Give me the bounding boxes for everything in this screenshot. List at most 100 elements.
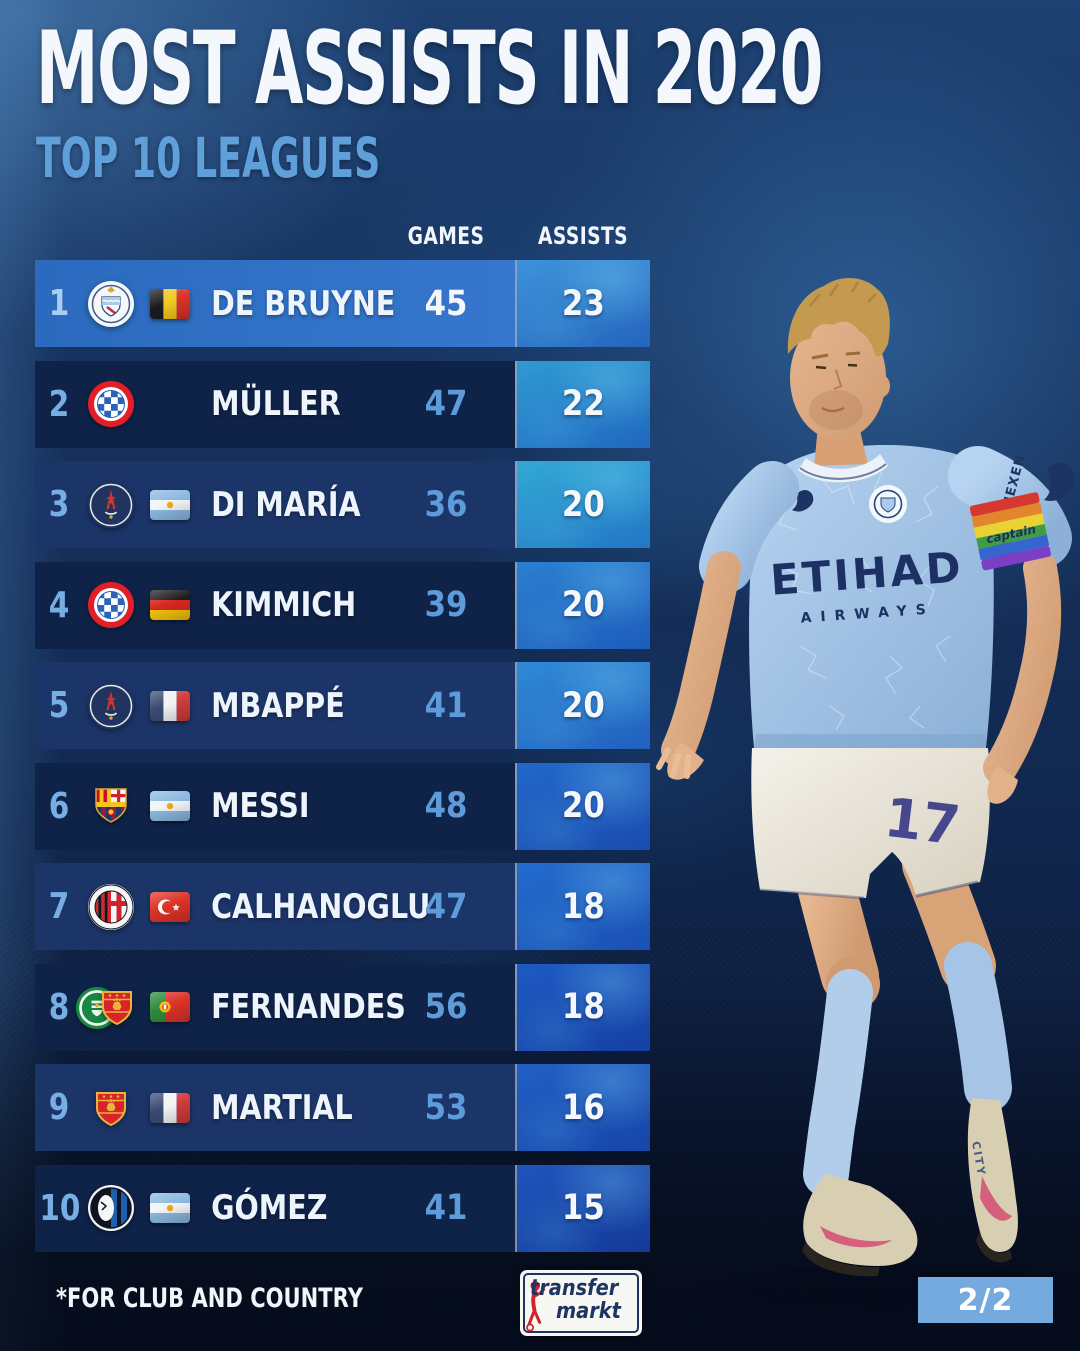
transfermarkt-word-top: transfer: [530, 1276, 619, 1301]
crest-psg-icon: [87, 682, 135, 730]
rank-label: 2: [48, 383, 70, 425]
crest-manchester-city-icon: [87, 280, 135, 328]
nation-flag-cell: [139, 791, 201, 821]
games-value: 36: [424, 484, 468, 525]
table-row-main: 1 DE BRUYNE 45: [35, 260, 515, 347]
table-row-main: 4 KIMMICH 39: [35, 561, 515, 649]
assists-box: 15: [517, 1164, 650, 1252]
assists-value: 16: [562, 1087, 605, 1128]
games-value: 41: [424, 1188, 468, 1228]
assists-value: 20: [562, 484, 605, 525]
table-row: 5 MBAPPÉ 41 20: [35, 662, 652, 749]
games-value: 47: [424, 384, 468, 424]
table-row: 9 MARTIAL 53 16: [35, 1064, 652, 1151]
nation-flag-cell: [139, 891, 201, 922]
player-photo-kevin-de-bruyne: CITY 17 ETIHAD AIRWAYS: [656, 277, 1080, 1324]
games-value: 41: [424, 685, 468, 726]
table-row-main: 2 MÜLLER 47: [35, 360, 515, 448]
club-crest-cell: [83, 778, 139, 834]
club-crest-cell: [75, 979, 141, 1035]
page-badge: 2/2: [918, 1277, 1053, 1323]
table-row-main: 6 MESSI 48: [35, 762, 515, 850]
rank-label: 10: [39, 1187, 81, 1229]
games-value: 53: [424, 1087, 468, 1128]
flag-france-icon: [150, 1092, 190, 1123]
crest-atalanta-icon: [87, 1184, 135, 1232]
assists-value: 18: [562, 987, 605, 1027]
table-row: 2 MÜLLER 47 22: [35, 360, 652, 448]
table-row: 1 DE BRUYNE 45 23: [35, 260, 652, 347]
shorts-number: 17: [881, 786, 963, 858]
club-crest-cell: [83, 678, 139, 734]
transfermarkt-wordmark: transfer markt: [530, 1277, 630, 1323]
page-subtitle: TOP 10 LEAGUES: [36, 126, 381, 190]
table-row-main: 10 GÓMEZ 41: [35, 1164, 515, 1252]
rank-label: 9: [48, 1087, 70, 1128]
assists-value: 20: [562, 685, 605, 726]
crest-psg-icon: [87, 481, 135, 529]
table-row-main: 3 DI MARÍA 36: [35, 461, 515, 548]
nation-flag-cell: [139, 590, 201, 620]
crest-bayern-munich-icon: [87, 581, 135, 629]
assists-value: 23: [562, 283, 605, 324]
shirt-sponsor: ETIHAD: [769, 542, 965, 604]
crest-bayern-munich-icon: [87, 380, 135, 428]
flag-turkey-icon: [150, 891, 190, 922]
games-value: 48: [424, 786, 468, 826]
flag-germany-icon: [150, 590, 190, 620]
games-value: 56: [424, 987, 468, 1027]
flag-argentina-icon: [150, 1193, 190, 1223]
rank-label: 8: [48, 986, 70, 1028]
assists-box: 18: [517, 863, 650, 950]
crest-barcelona-icon: [87, 782, 135, 830]
games-value: 47: [424, 886, 468, 927]
nation-flag-cell: [139, 288, 201, 319]
assists-value: 18: [562, 886, 605, 927]
table-row-main: 9 MARTIAL 53: [35, 1064, 515, 1151]
rank-label: 3: [48, 484, 70, 525]
crest-ac-milan-icon: [87, 883, 135, 931]
rank-label: 1: [48, 283, 70, 324]
nation-flag-cell: [139, 489, 201, 520]
assists-box: 22: [517, 360, 650, 448]
table-row: 7 CALHANOGLU 47 18: [35, 863, 652, 950]
sleeve-text: NEXEN: [1000, 453, 1029, 510]
column-header-assists: ASSISTS: [537, 222, 629, 250]
nation-flag-cell: [139, 992, 201, 1022]
table-row: 6 MESSI 48 20: [35, 762, 652, 850]
assists-box: 20: [517, 662, 650, 749]
assists-value: 15: [562, 1188, 605, 1228]
table-row-main: 8 FERNANDES 56: [35, 963, 515, 1051]
crest-manchester-united-icon: [93, 983, 141, 1031]
armband-text: captain: [985, 522, 1037, 546]
club-crest-cell: [83, 1080, 139, 1136]
table-row: 3 DI MARÍA 36 20: [35, 461, 652, 548]
assists-table: 1 DE BRUYNE 45 23 2 MÜLLER 47 22 3 DI MARÍA 36 20 4 K…: [35, 260, 652, 1265]
flag-argentina-icon: [150, 489, 190, 520]
rank-label: 5: [48, 685, 70, 726]
assists-box: 20: [517, 561, 650, 649]
assists-box: 23: [517, 260, 650, 347]
assists-value: 22: [562, 384, 605, 424]
table-row: 10 GÓMEZ 41 15: [35, 1164, 652, 1252]
club-crest-cell: [83, 276, 139, 332]
games-value: 45: [424, 283, 468, 324]
assists-box: 16: [517, 1064, 650, 1151]
nation-flag-cell: [139, 690, 201, 721]
table-row: 4 KIMMICH 39 20: [35, 561, 652, 649]
rank-label: 4: [48, 584, 70, 626]
sock-text: CITY: [969, 1140, 988, 1177]
transfermarkt-logo: transfer markt: [520, 1270, 642, 1336]
page-title: MOST ASSISTS IN 2020: [36, 9, 823, 127]
rank-label: 6: [48, 785, 70, 827]
assists-box: 20: [517, 461, 650, 548]
flag-france-icon: [150, 690, 190, 721]
flag-belgium-icon: [150, 288, 190, 319]
footnote: *FOR CLUB AND COUNTRY: [56, 1283, 363, 1314]
assists-box: 18: [517, 963, 650, 1051]
rank-label: 7: [48, 886, 70, 927]
shirt-sponsor-sub: AIRWAYS: [800, 601, 935, 626]
nation-flag-cell: [139, 1092, 201, 1123]
table-row-main: 7 CALHANOGLU 47: [35, 863, 515, 950]
